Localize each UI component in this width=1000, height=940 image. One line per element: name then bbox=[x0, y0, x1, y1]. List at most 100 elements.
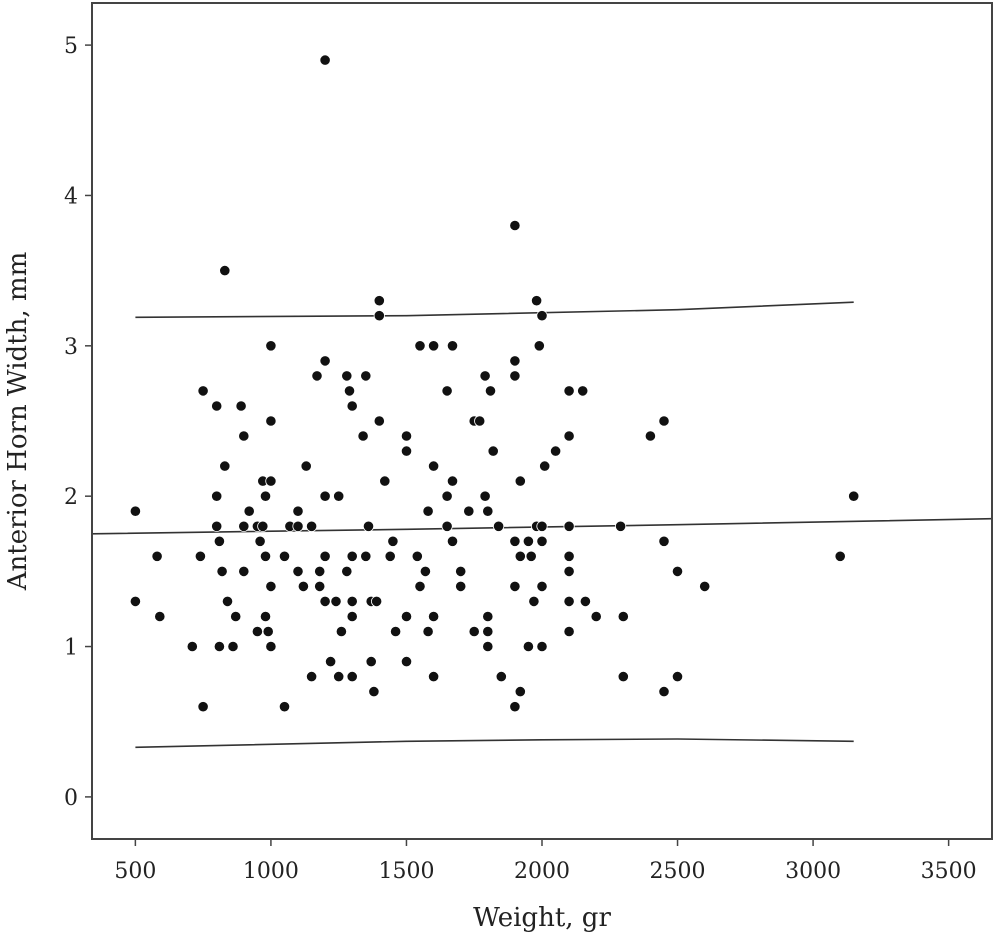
data-point bbox=[427, 340, 440, 352]
data-point bbox=[219, 264, 231, 277]
data-point bbox=[463, 505, 475, 517]
data-point bbox=[411, 550, 423, 562]
data-point bbox=[384, 550, 396, 562]
data-point bbox=[533, 340, 545, 352]
data-point bbox=[528, 595, 540, 608]
data-point bbox=[251, 625, 263, 638]
data-point bbox=[563, 565, 575, 578]
data-point bbox=[479, 490, 491, 502]
data-point bbox=[482, 640, 494, 653]
data-point bbox=[514, 475, 526, 487]
data-point bbox=[211, 490, 223, 502]
data-point bbox=[319, 54, 331, 66]
data-point bbox=[422, 625, 434, 638]
data-point bbox=[482, 625, 494, 638]
data-point bbox=[509, 701, 521, 713]
data-point bbox=[509, 219, 521, 232]
data-point bbox=[194, 550, 206, 562]
data-point bbox=[536, 535, 548, 547]
data-point bbox=[522, 535, 535, 547]
data-point bbox=[211, 520, 223, 532]
data-point bbox=[525, 550, 537, 562]
data-point bbox=[427, 460, 440, 472]
data-point bbox=[614, 520, 627, 532]
data-point bbox=[536, 520, 548, 532]
data-point bbox=[292, 565, 304, 578]
data-point bbox=[265, 415, 277, 427]
y-tick-label: 1 bbox=[64, 636, 78, 661]
data-point bbox=[530, 295, 543, 307]
data-point bbox=[314, 565, 326, 578]
data-point bbox=[509, 535, 521, 547]
data-point bbox=[213, 535, 225, 547]
data-point bbox=[319, 490, 331, 502]
data-point bbox=[129, 595, 141, 608]
data-point bbox=[319, 550, 331, 562]
x-axis-label: Weight, gr bbox=[473, 903, 611, 933]
data-point bbox=[482, 505, 494, 517]
data-point bbox=[536, 310, 548, 322]
data-point bbox=[129, 505, 141, 517]
data-point bbox=[278, 701, 291, 713]
data-point bbox=[671, 565, 684, 578]
data-point bbox=[549, 445, 562, 457]
plot-frame bbox=[91, 2, 993, 840]
data-point bbox=[455, 565, 467, 578]
data-point bbox=[492, 520, 505, 532]
data-point bbox=[357, 430, 369, 442]
data-point bbox=[468, 625, 480, 638]
data-point bbox=[400, 445, 413, 457]
y-axis-ticks: 0 1 2 3 4 5 bbox=[64, 34, 92, 811]
data-point bbox=[333, 490, 345, 502]
data-point bbox=[644, 430, 657, 442]
data-point bbox=[300, 460, 312, 472]
data-point bbox=[482, 610, 494, 623]
data-point bbox=[333, 670, 345, 683]
y-tick-label: 4 bbox=[64, 184, 78, 209]
data-point bbox=[368, 685, 380, 698]
data-point bbox=[265, 475, 277, 487]
y-tick-label: 0 bbox=[64, 786, 78, 811]
data-point bbox=[834, 550, 846, 562]
data-point bbox=[379, 475, 391, 487]
y-tick-label: 2 bbox=[64, 485, 78, 510]
data-point bbox=[292, 505, 304, 517]
data-point bbox=[362, 520, 375, 532]
data-point bbox=[495, 670, 507, 683]
data-point bbox=[577, 385, 589, 397]
x-tick-label: 2000 bbox=[514, 859, 570, 884]
data-point bbox=[446, 535, 459, 547]
y-axis-label: Anterior Horn Width, mm bbox=[3, 252, 33, 591]
data-point bbox=[265, 580, 277, 593]
lower-bound-line bbox=[135, 738, 854, 749]
data-point bbox=[265, 340, 277, 352]
data-points bbox=[129, 54, 860, 713]
data-point bbox=[539, 460, 551, 472]
data-point bbox=[455, 580, 467, 593]
data-point bbox=[446, 475, 459, 487]
data-point bbox=[243, 505, 255, 517]
data-point bbox=[151, 550, 163, 562]
data-point bbox=[341, 565, 353, 578]
data-point bbox=[324, 655, 337, 668]
data-point bbox=[563, 595, 575, 608]
data-point bbox=[414, 340, 426, 352]
data-point bbox=[346, 595, 358, 608]
data-point bbox=[186, 640, 198, 653]
data-point bbox=[419, 565, 431, 578]
data-point bbox=[259, 550, 272, 562]
data-point bbox=[400, 655, 413, 668]
data-point bbox=[235, 400, 247, 412]
data-point bbox=[474, 415, 486, 427]
data-point bbox=[563, 385, 575, 397]
data-point bbox=[254, 535, 266, 547]
data-point bbox=[370, 595, 383, 608]
data-point bbox=[365, 655, 377, 668]
data-point bbox=[343, 385, 356, 397]
data-point bbox=[563, 520, 575, 532]
x-tick-label: 1500 bbox=[378, 859, 434, 884]
data-point bbox=[590, 610, 602, 623]
data-point bbox=[387, 535, 399, 547]
data-point bbox=[216, 565, 228, 578]
